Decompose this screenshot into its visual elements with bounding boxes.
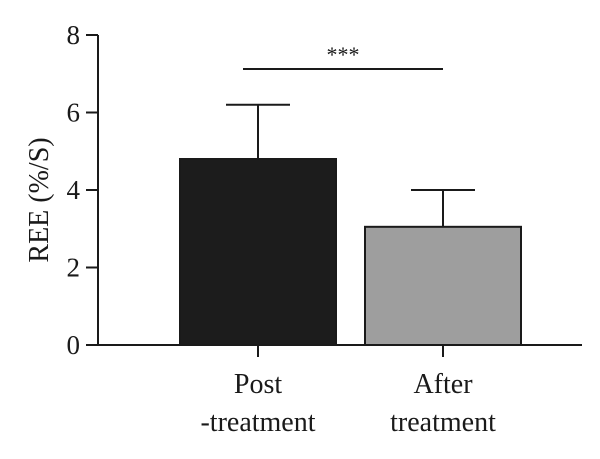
x-category-label: -treatment xyxy=(200,407,315,438)
bar-2 xyxy=(364,225,522,346)
x-category-label: Post xyxy=(234,369,282,400)
significance-annotation: *** xyxy=(243,42,443,70)
y-tick-label: 4 xyxy=(67,175,81,205)
y-tick-label: 2 xyxy=(67,253,81,283)
y-tick-label: 6 xyxy=(67,98,81,128)
y-axis-title: REE (%/S) xyxy=(24,137,55,262)
y-tick-label: 0 xyxy=(67,330,81,360)
error-bars xyxy=(226,103,475,227)
y-tick-label: 8 xyxy=(67,20,81,50)
y-axis: 0 2 4 6 8 xyxy=(67,20,99,360)
x-category-label: After xyxy=(413,369,473,400)
x-axis: Post -treatment After treatment xyxy=(98,344,582,438)
bar-1 xyxy=(179,158,337,346)
x-category-label: treatment xyxy=(390,407,496,438)
significance-label: *** xyxy=(327,42,360,67)
bars xyxy=(179,158,522,346)
